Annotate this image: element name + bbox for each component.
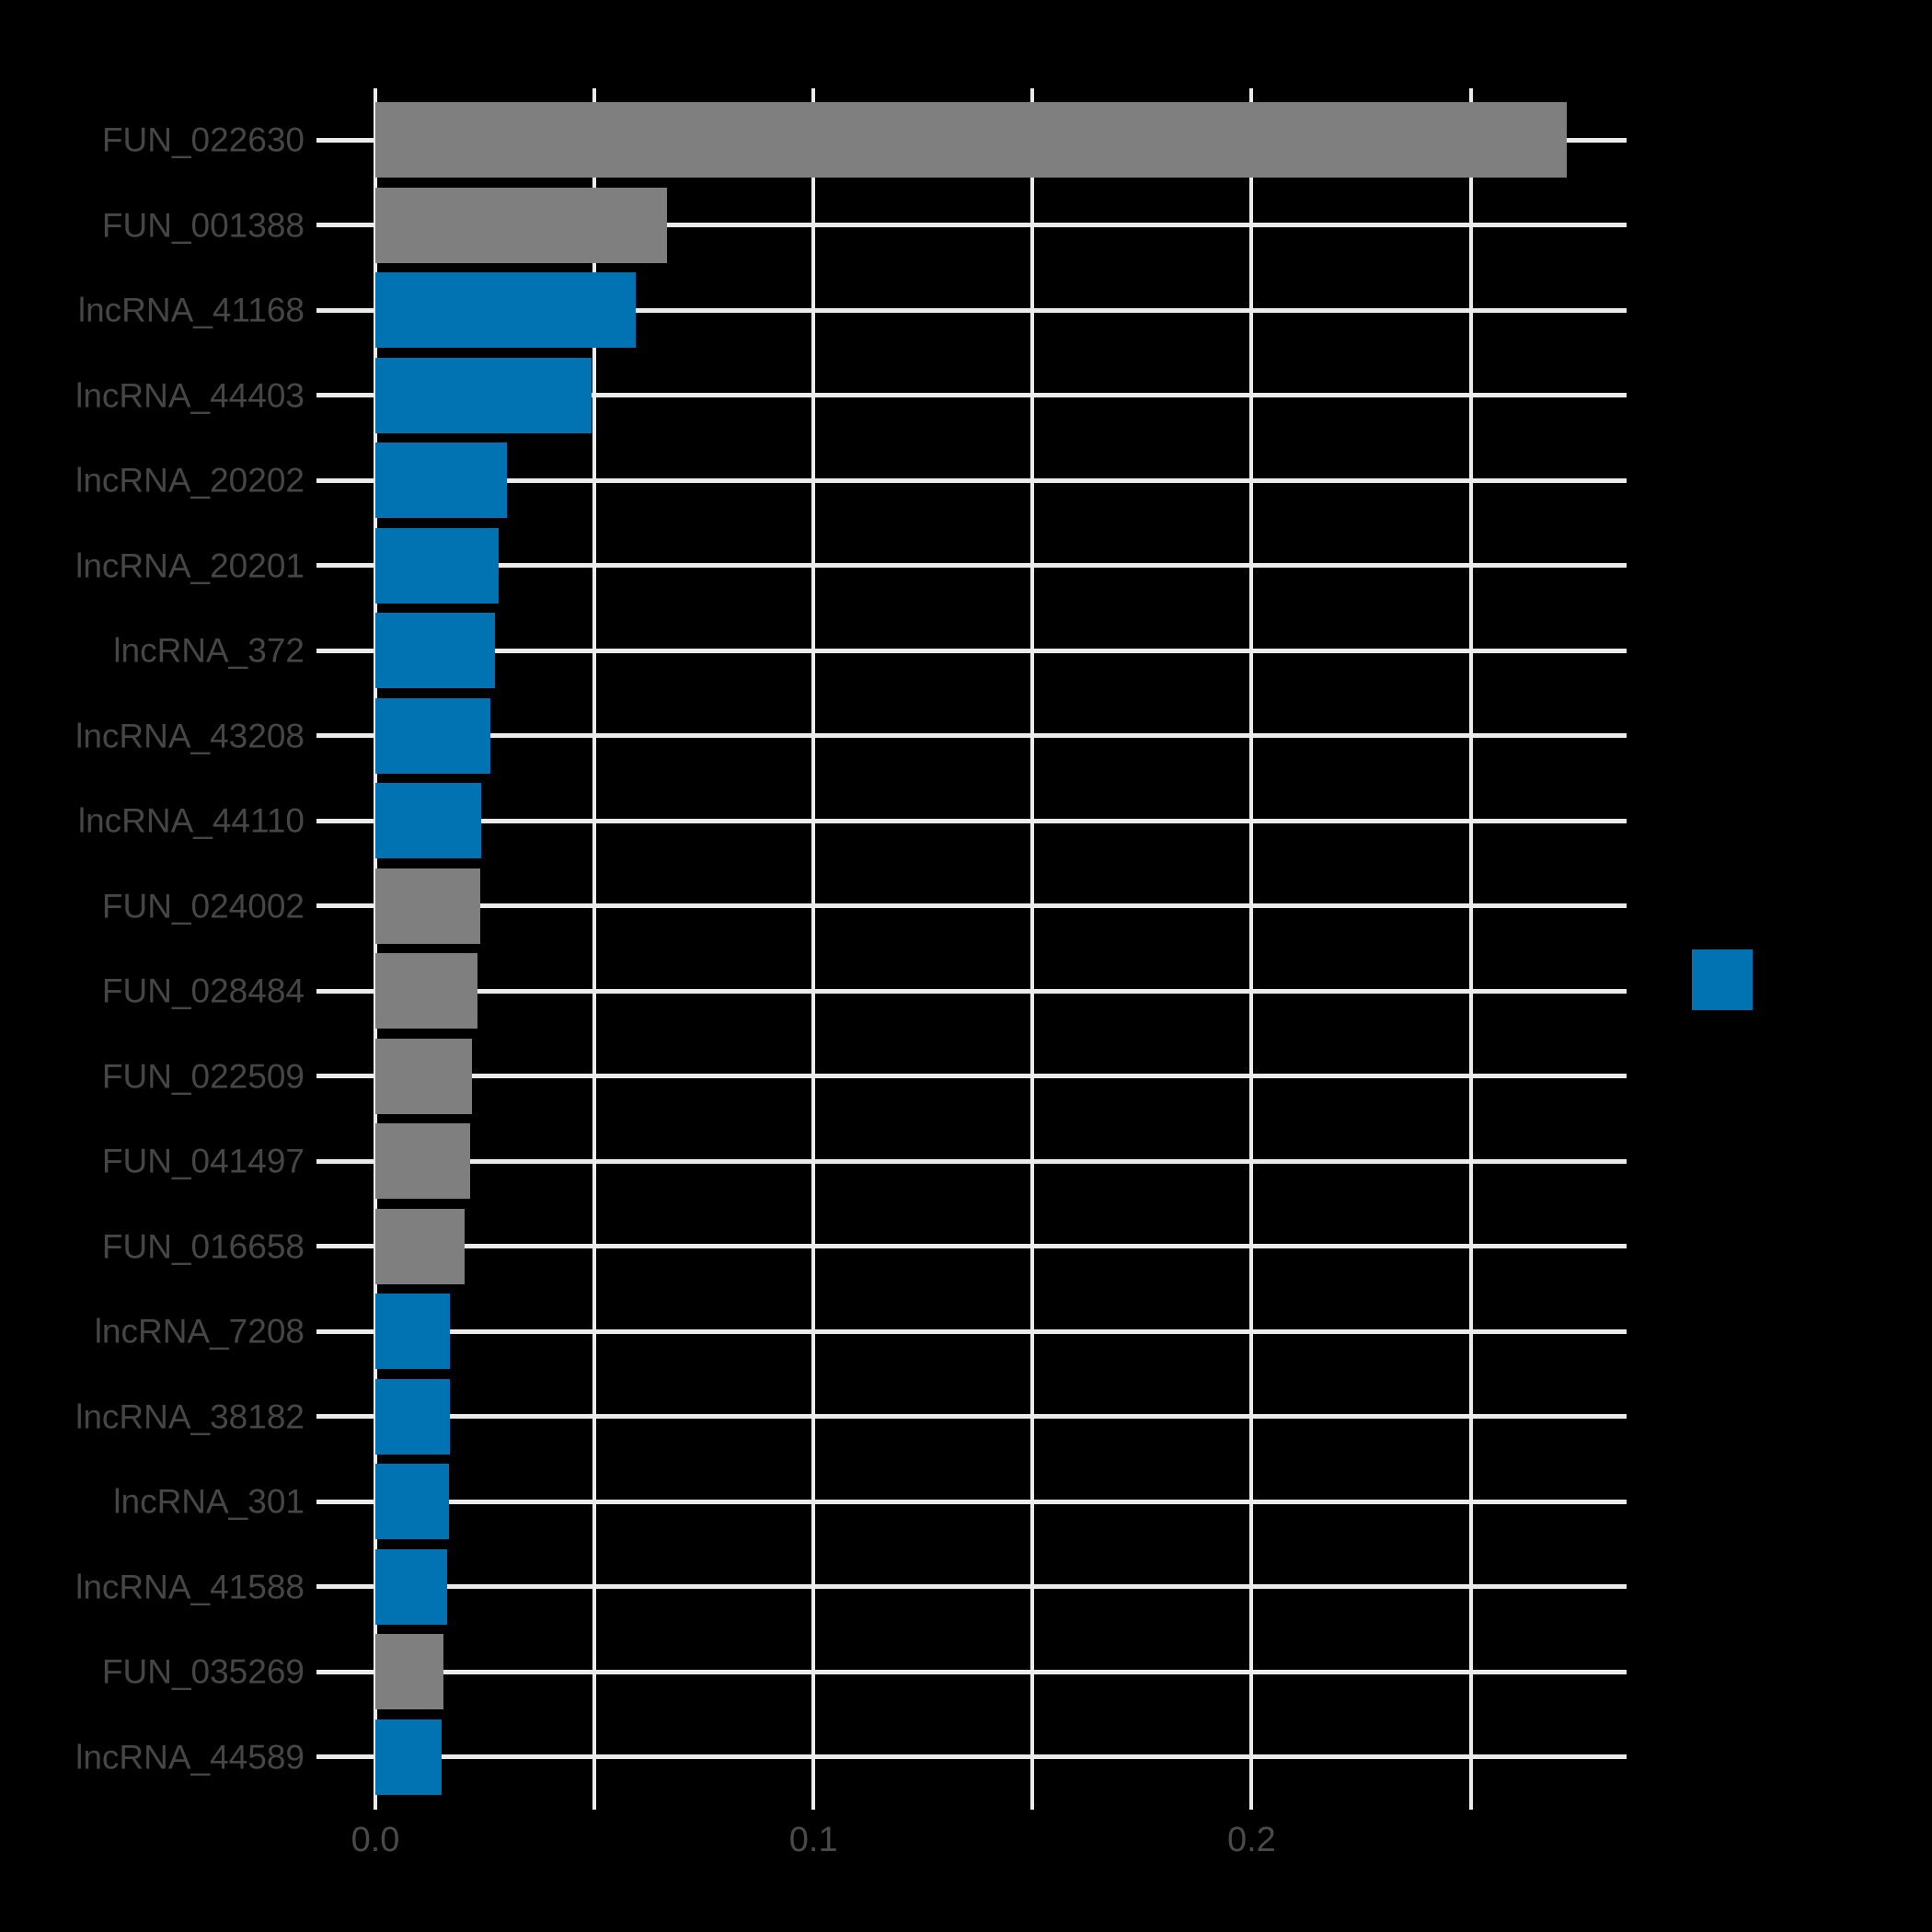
y-tick-label: FUN_041497 [101, 1142, 305, 1180]
horizontal-gridline [375, 1499, 1627, 1504]
y-tick-label: lncRNA_44110 [77, 801, 305, 840]
y-tick-label: FUN_001388 [101, 206, 305, 244]
bar [375, 1634, 443, 1709]
y-tick-label: lncRNA_7208 [94, 1312, 305, 1351]
horizontal-gridline [375, 1328, 1627, 1334]
bar [375, 868, 480, 944]
horizontal-gridline [375, 393, 1627, 397]
y-tick-label: lncRNA_372 [113, 631, 305, 670]
y-tick-label: FUN_024002 [101, 887, 305, 925]
y-axis-tick [316, 1584, 374, 1589]
x-axis-tick [811, 1795, 816, 1810]
horizontal-gridline [375, 1244, 1627, 1248]
vertical-gridline [1468, 88, 1473, 1795]
horizontal-gridline [375, 307, 1627, 313]
bar [375, 1123, 470, 1199]
y-tick-label: lncRNA_20201 [75, 546, 305, 584]
horizontal-gridline [375, 1669, 1627, 1674]
x-tick-label: 0.2 [1226, 1821, 1276, 1859]
y-tick-label: FUN_022509 [101, 1057, 305, 1095]
y-tick-label: lncRNA_301 [113, 1482, 305, 1521]
bar [375, 272, 636, 348]
y-axis-tick [316, 988, 374, 994]
vertical-gridline [1249, 88, 1254, 1795]
bar [375, 613, 495, 688]
y-tick-label: FUN_028484 [101, 972, 305, 1010]
horizontal-gridline [375, 733, 1627, 738]
horizontal-gridline [375, 1158, 1627, 1164]
y-tick-label: lncRNA_38182 [75, 1397, 305, 1435]
horizontal-gridline [375, 477, 1627, 483]
bar [375, 1038, 472, 1114]
y-axis-tick [316, 223, 374, 227]
bar [375, 1378, 450, 1455]
y-axis-tick [316, 1074, 374, 1078]
bar [375, 1464, 449, 1539]
y-axis-tick [316, 733, 374, 738]
x-axis-tick [1249, 1795, 1254, 1810]
bar [375, 1208, 465, 1284]
x-axis-tick [374, 1795, 377, 1810]
horizontal-gridline [375, 903, 1627, 908]
y-axis-tick [316, 903, 374, 908]
y-axis-tick [316, 137, 374, 143]
y-tick-label: lncRNA_41588 [75, 1568, 305, 1605]
horizontal-gridline [375, 988, 1627, 994]
y-tick-label: lncRNA_43208 [75, 717, 305, 754]
horizontal-gridline [375, 563, 1627, 568]
horizontal-gridline [375, 1754, 1627, 1759]
y-axis-tick [316, 393, 374, 397]
y-tick-label: lncRNA_41168 [77, 291, 305, 329]
horizontal-gridline [375, 1074, 1627, 1078]
y-axis-tick [316, 1499, 374, 1504]
legend-swatch [1692, 949, 1753, 1010]
y-axis-tick [316, 1414, 374, 1419]
x-axis-tick [592, 1795, 597, 1810]
bar [375, 783, 481, 858]
y-axis-tick [316, 563, 374, 568]
horizontal-gridline [375, 223, 1627, 227]
horizontal-gridline [375, 648, 1627, 653]
y-tick-label: FUN_016658 [101, 1227, 305, 1265]
y-tick-label: lncRNA_44403 [75, 376, 305, 414]
y-axis-tick [316, 818, 374, 823]
bar [375, 187, 667, 263]
y-tick-label: FUN_035269 [101, 1652, 305, 1691]
vertical-gridline [1030, 88, 1035, 1795]
horizontal-gridline [375, 1414, 1627, 1419]
horizontal-gridline [375, 1584, 1627, 1589]
horizontal-gridline [375, 818, 1627, 823]
bar [375, 1548, 447, 1625]
y-axis-tick [316, 1754, 374, 1759]
bar [375, 102, 1567, 178]
y-axis-tick [316, 1328, 374, 1334]
x-axis-tick [1468, 1795, 1473, 1810]
y-tick-label: FUN_022630 [101, 121, 305, 159]
x-tick-label: 0.0 [351, 1821, 400, 1859]
y-tick-label: lncRNA_44589 [75, 1738, 305, 1776]
bar [375, 953, 477, 1029]
y-axis-tick [316, 1244, 374, 1248]
y-axis-tick [316, 307, 374, 313]
y-axis-tick [316, 648, 374, 653]
x-tick-label: 0.1 [788, 1821, 838, 1859]
bar [375, 697, 490, 774]
y-axis-tick [316, 1669, 374, 1674]
vertical-gridline [592, 88, 597, 1795]
bar [375, 357, 592, 433]
bar [375, 443, 507, 518]
bar [375, 1719, 442, 1795]
bar [375, 527, 499, 604]
y-axis-tick [316, 477, 374, 483]
y-axis-tick [316, 1158, 374, 1164]
y-tick-label: lncRNA_20202 [75, 461, 305, 500]
vertical-gridline [811, 88, 816, 1795]
bar [375, 1294, 450, 1369]
x-axis-tick [1030, 1795, 1035, 1810]
